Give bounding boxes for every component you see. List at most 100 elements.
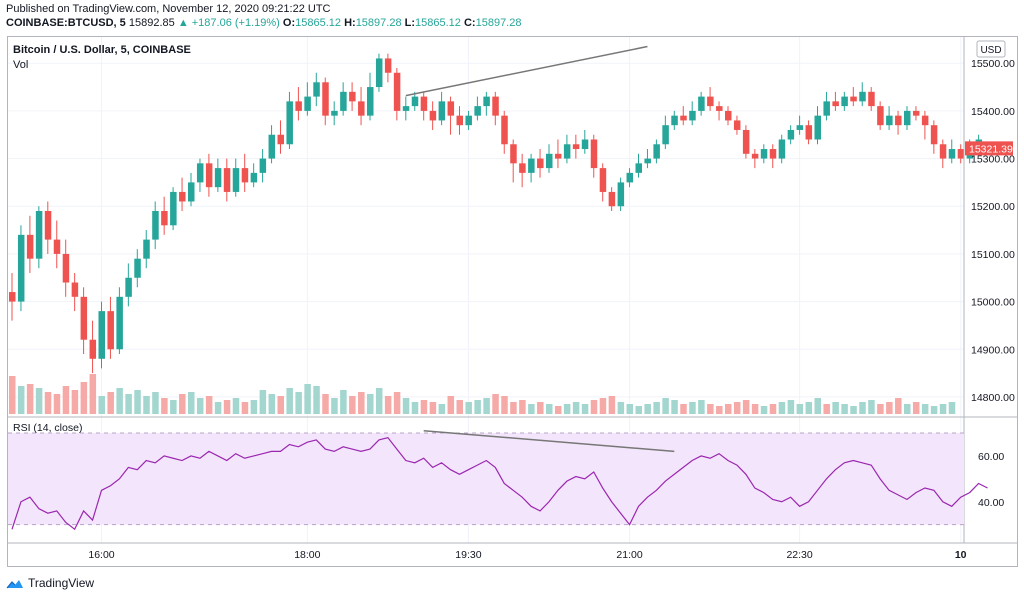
volume-bar	[429, 402, 437, 414]
symbol-label: COINBASE:BTCUSD, 5	[6, 17, 126, 29]
candle-body	[295, 101, 302, 111]
candle-body	[921, 115, 929, 126]
candle-body	[930, 125, 938, 145]
volume-bar	[420, 400, 428, 414]
rsi-band	[8, 433, 964, 525]
volume-bar	[134, 390, 141, 414]
low-value: 15865.12	[415, 17, 461, 29]
candle-body	[805, 125, 813, 140]
volume-bar	[716, 406, 723, 414]
candle-body	[581, 139, 589, 150]
open-value: 15865.12	[295, 17, 342, 29]
candle-body	[331, 110, 338, 116]
volume-bar	[787, 400, 795, 414]
volume-bar	[232, 398, 240, 414]
candle-body	[546, 153, 553, 169]
candle-body	[519, 163, 526, 173]
candle-body	[528, 158, 535, 173]
candle-body	[62, 253, 70, 283]
candle-body	[537, 158, 544, 169]
candle-body	[814, 115, 821, 140]
candle-body	[170, 191, 177, 226]
candle-body	[232, 168, 240, 192]
volume-bar	[733, 402, 741, 414]
candle-body	[402, 106, 410, 111]
candle-body	[707, 96, 714, 107]
volume-bar	[635, 406, 642, 414]
currency-button[interactable]	[976, 40, 1006, 58]
volume-bar	[912, 402, 920, 414]
volume-bar	[259, 390, 267, 414]
volume-bar	[402, 398, 410, 414]
chart-svg[interactable]: 15500.00 15400.00 15300.00 15200.00 15100.00…	[8, 37, 1017, 566]
candle-body	[35, 211, 43, 259]
candle-body	[223, 168, 231, 192]
candle-body	[671, 115, 678, 126]
candle-body	[563, 144, 571, 159]
volume-bar	[698, 400, 705, 414]
volume-bar	[537, 402, 544, 414]
candle-body	[635, 163, 642, 173]
volume-bar	[349, 396, 356, 414]
candle-body	[653, 144, 660, 159]
candle-body	[107, 311, 114, 350]
volume-bar	[877, 404, 884, 414]
chart-frame[interactable]: 15500.00 15400.00 15300.00 15200.00 15100.00…	[7, 36, 1018, 567]
volume-bar	[751, 404, 759, 414]
candle-body	[17, 234, 25, 302]
volume-bar	[125, 394, 132, 414]
volume-bar	[671, 400, 678, 414]
volume-bar	[143, 396, 150, 414]
volume-bar	[295, 392, 302, 414]
candle-body	[716, 106, 723, 111]
volume-bar	[465, 402, 472, 414]
volume-bar	[170, 400, 177, 414]
candle-body	[125, 277, 132, 297]
price-tick-label: 15000.00	[971, 297, 1015, 309]
candle-body	[188, 182, 195, 202]
candle-body	[859, 91, 866, 102]
candle-body	[868, 91, 875, 107]
volume-bar	[805, 402, 813, 414]
volume-bar	[814, 398, 821, 414]
candle-body	[796, 125, 804, 130]
volume-bar	[367, 394, 374, 414]
candle-body	[626, 172, 634, 183]
candle-body	[912, 110, 920, 116]
candle-body	[250, 172, 258, 183]
candle-body	[143, 239, 150, 259]
close-label: C:	[463, 17, 476, 29]
volume-label: Vol	[13, 59, 28, 71]
candle-body	[832, 101, 839, 107]
volume-bar	[188, 392, 195, 414]
chart-title: Bitcoin / U.S. Dollar, 5, COINBASE	[13, 44, 191, 56]
candle-body	[483, 96, 490, 107]
volume-bar	[44, 392, 52, 414]
rsi-trendline[interactable]	[423, 429, 675, 453]
candle-body	[313, 82, 320, 97]
volume-bar	[904, 404, 911, 414]
candle-body	[384, 58, 392, 73]
volume-bar	[17, 386, 25, 414]
candle-body	[411, 96, 419, 107]
candle-body	[895, 115, 902, 126]
volume-bar	[71, 390, 79, 414]
volume-bar	[304, 384, 311, 414]
candle-body	[850, 96, 857, 102]
volume-bar	[250, 400, 258, 414]
candle-body	[680, 115, 687, 121]
price-trendline[interactable]	[405, 45, 648, 97]
candle-body	[939, 144, 947, 159]
candle-body	[286, 101, 293, 145]
candle-body	[823, 101, 830, 116]
candle-body	[778, 139, 786, 159]
volume-bar	[223, 400, 231, 414]
volume-bar	[572, 402, 580, 414]
rsi-title: RSI (14, close)	[13, 422, 82, 434]
candle-body	[617, 182, 625, 207]
candle-body	[367, 87, 374, 116]
price-tick-label: 14800.00	[971, 392, 1015, 404]
high-value: 15897.28	[355, 17, 402, 29]
volume-bar	[796, 404, 804, 414]
tradingview-brand[interactable]: TradingView	[6, 576, 94, 590]
